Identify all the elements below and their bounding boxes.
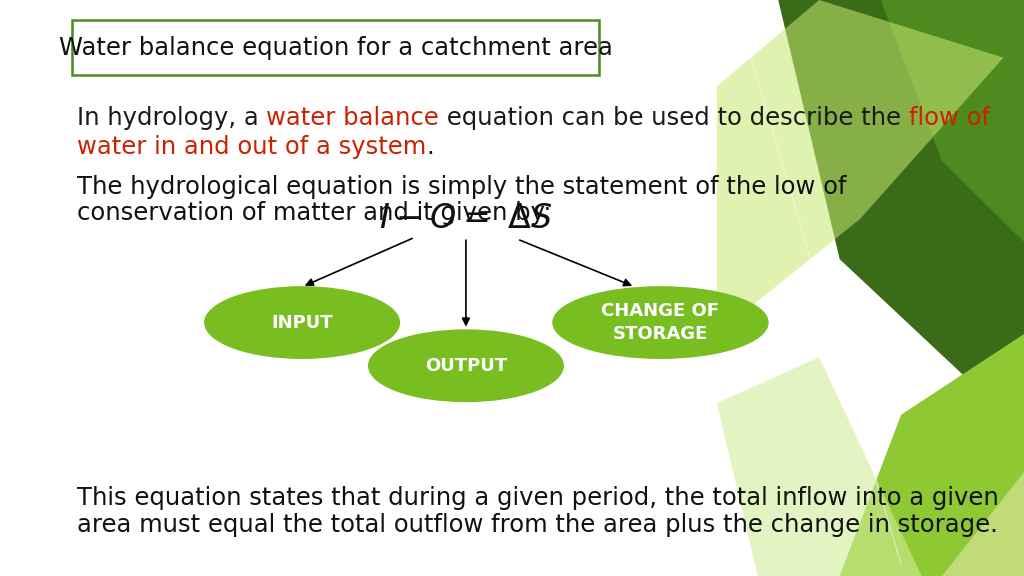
Text: CHANGE OF
STORAGE: CHANGE OF STORAGE (601, 302, 720, 343)
Polygon shape (717, 0, 1004, 334)
Text: INPUT: INPUT (271, 313, 333, 332)
Polygon shape (942, 472, 1024, 576)
Text: Water balance equation for a catchment area: Water balance equation for a catchment a… (59, 36, 612, 60)
Polygon shape (840, 334, 1024, 576)
Polygon shape (778, 0, 1024, 432)
Text: water in and out of a system: water in and out of a system (77, 135, 426, 159)
Ellipse shape (369, 330, 563, 401)
Text: conservation of matter and it given by:: conservation of matter and it given by: (77, 201, 551, 225)
Ellipse shape (205, 287, 399, 358)
Ellipse shape (553, 287, 768, 358)
Text: flow of: flow of (909, 106, 990, 130)
Polygon shape (881, 0, 1024, 242)
Text: area must equal the total outflow from the area plus the change in storage.: area must equal the total outflow from t… (77, 513, 997, 537)
Text: water balance: water balance (266, 106, 439, 130)
Text: .: . (426, 135, 434, 159)
Text: $\mathit{I} - \mathit{O} = \ \Delta \mathit{S}$: $\mathit{I} - \mathit{O} = \ \Delta \mat… (379, 202, 553, 236)
Text: This equation states that during a given period, the total inflow into a given: This equation states that during a given… (77, 486, 998, 510)
Text: In hydrology, a: In hydrology, a (77, 106, 266, 130)
Text: equation can be used to describe the: equation can be used to describe the (439, 106, 909, 130)
FancyBboxPatch shape (72, 20, 599, 75)
Text: OUTPUT: OUTPUT (425, 357, 507, 375)
Polygon shape (717, 357, 922, 576)
Text: The hydrological equation is simply the statement of the low of: The hydrological equation is simply the … (77, 175, 846, 199)
